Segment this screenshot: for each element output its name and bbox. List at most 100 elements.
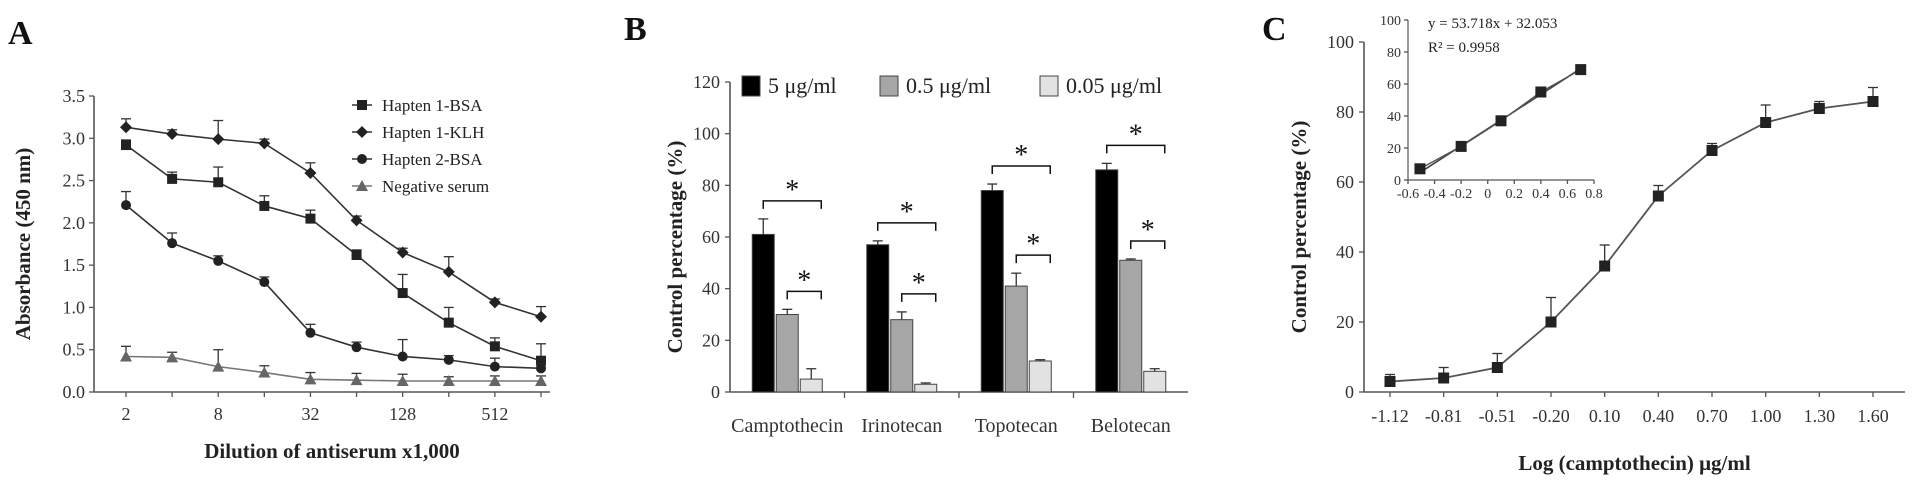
y-tick-label-b: 60 [702, 227, 720, 247]
significance-star-b: * [1141, 215, 1155, 246]
data-point-square [397, 288, 408, 299]
data-point-diamond [442, 265, 455, 278]
inset-x-tick-label: 0.2 [1506, 187, 1524, 202]
x-tick-label-c: -0.20 [1532, 406, 1570, 426]
data-point-diamond [488, 296, 501, 309]
y-tick-label-b: 40 [702, 279, 720, 299]
series-line-square [125, 144, 542, 362]
bar-belotecan-2 [1143, 370, 1167, 393]
x-tick-label-a: 512 [481, 404, 508, 424]
inset-data-point [1575, 64, 1587, 76]
data-point-circle [121, 200, 131, 211]
x-tick-label-c: 1.00 [1750, 406, 1782, 426]
x-axis-label-c: Log (camptothecin) μg/ml [1518, 451, 1751, 475]
significance-star-b: * [785, 175, 799, 206]
legend-swatch-b [741, 75, 761, 97]
data-point-c [1760, 117, 1772, 128]
data-point-triangle [166, 351, 179, 363]
y-tick-label-c: 80 [1336, 102, 1354, 122]
y-tick-label-b: 0 [711, 382, 720, 402]
y-tick-label-a: 1.0 [63, 297, 86, 317]
inset-data-point [1535, 86, 1547, 98]
legend-label-a: Hapten 2-BSA [382, 150, 483, 169]
inset-x-tick-label: 0.4 [1532, 187, 1550, 202]
series-line-circle [125, 204, 542, 370]
category-label-b: Topotecan [975, 415, 1058, 437]
bar-irinotecan-0 [866, 244, 890, 393]
y-tick-label-c: 60 [1336, 172, 1354, 192]
data-point-square [305, 213, 316, 224]
inset-equation: y = 53.718x + 32.053 [1428, 16, 1557, 32]
y-tick-label-b: 80 [702, 175, 720, 195]
y-axis-label-a: Absorbance (450 nm) [11, 148, 35, 341]
data-point-c [1652, 190, 1664, 202]
y-tick-label-c: 0 [1345, 382, 1354, 402]
data-point-circle [443, 354, 454, 365]
data-point-circle [259, 277, 270, 288]
y-tick-label-c: 20 [1336, 312, 1354, 332]
series-line-diamond [125, 126, 542, 318]
inset-x-tick-label: 0.6 [1559, 187, 1577, 202]
y-tick-label-a: 2.5 [63, 171, 86, 191]
x-tick-label-c: 0.10 [1589, 406, 1621, 426]
y-tick-label-a: 0.5 [63, 340, 86, 360]
data-point-triangle [304, 373, 317, 385]
significance-bracket-b [1015, 254, 1051, 264]
x-tick-label-a: 2 [122, 404, 131, 424]
data-point-square [536, 355, 546, 366]
legend-label-b: 0.05 μg/ml [1066, 73, 1162, 98]
significance-star-b: * [797, 265, 811, 296]
bar-camptothecin-1 [775, 314, 799, 393]
data-point-square [213, 177, 224, 188]
x-tick-label-c: 1.30 [1804, 406, 1836, 426]
data-point-square [443, 317, 454, 328]
data-point-c [1438, 372, 1450, 384]
x-tick-label-c: 0.70 [1696, 406, 1728, 426]
data-point-square [259, 200, 270, 211]
inset-x-tick-label: 0 [1484, 187, 1491, 202]
data-point-triangle [258, 366, 271, 378]
inset-y-tick-label: 20 [1387, 142, 1401, 157]
x-tick-label-a: 8 [214, 404, 223, 424]
data-point-c [1545, 316, 1557, 328]
data-point-square [351, 249, 362, 260]
inset-r-squared: R² = 0.9958 [1428, 40, 1500, 56]
legend-label-b: 5 μg/ml [768, 73, 837, 98]
data-point-triangle [442, 375, 455, 387]
bar-irinotecan-1 [890, 319, 914, 393]
y-tick-label-a: 3.0 [63, 128, 86, 148]
x-tick-label-a: 128 [389, 404, 416, 424]
data-point-c [1599, 260, 1611, 272]
data-point-square [489, 341, 500, 352]
data-point-diamond [120, 121, 132, 134]
legend-marker-a [356, 180, 368, 191]
x-tick-label-c: -0.81 [1425, 406, 1463, 426]
significance-bracket-b [786, 290, 822, 300]
significance-star-b: * [1014, 140, 1028, 171]
category-label-b: Camptothecin [731, 415, 843, 437]
inset-y-tick-label: 0 [1394, 174, 1401, 189]
series-line-c [1389, 100, 1874, 383]
data-point-triangle [396, 375, 409, 387]
bar-topotecan-1 [1004, 285, 1028, 393]
data-point-circle [305, 327, 316, 338]
data-point-square [121, 140, 131, 151]
data-point-triangle [212, 360, 225, 372]
data-point-diamond [258, 137, 271, 150]
data-point-triangle [350, 374, 363, 386]
inset-y-tick-label: 60 [1387, 78, 1401, 93]
data-point-circle [536, 363, 546, 374]
significance-star-b: * [1026, 229, 1040, 260]
data-point-diamond [535, 310, 547, 323]
y-tick-label-a: 3.5 [63, 86, 86, 106]
inset-x-tick-label: -0.4 [1423, 187, 1445, 202]
significance-star-b: * [900, 197, 914, 228]
significance-star-b: * [1129, 119, 1143, 150]
inset-data-point [1414, 163, 1426, 175]
legend-swatch-b [879, 75, 899, 97]
x-tick-label-c: 0.40 [1643, 406, 1675, 426]
legend-label-a: Hapten 1-KLH [382, 123, 484, 142]
panel-label-b: B [624, 11, 647, 48]
panel-label-c: C [1262, 11, 1287, 48]
